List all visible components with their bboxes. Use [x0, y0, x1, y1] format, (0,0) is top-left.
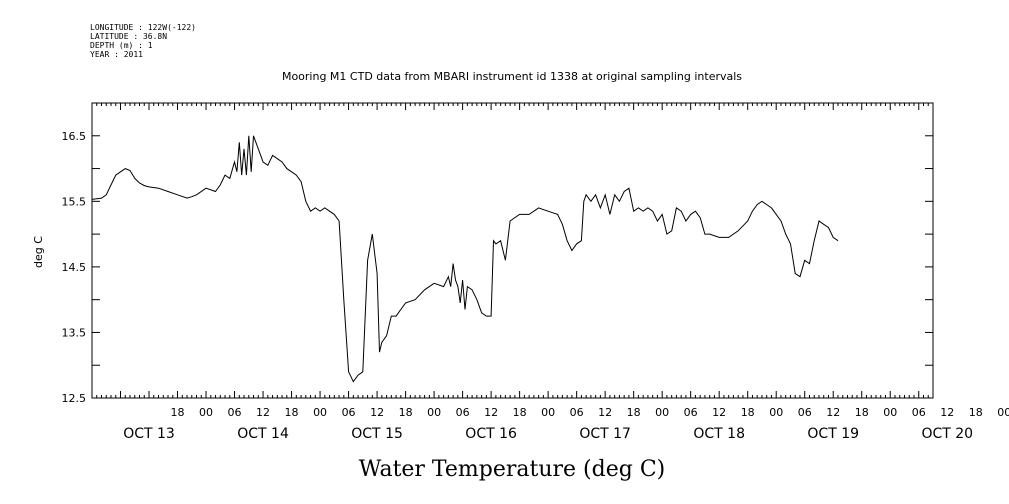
x-day-label: OCT 14: [237, 426, 289, 442]
x-tick-label: 06: [228, 406, 242, 419]
series-line: [91, 135, 839, 383]
year-label: YEAR : 2011: [90, 50, 143, 59]
y-axis-label: deg C: [32, 236, 45, 268]
y-tick-label: 15.5: [62, 195, 87, 208]
axes: 18 00 06 12 18 00 06 12 18 00 06 12 18 00 06 12 18 00 06 12…: [62, 102, 1009, 442]
x-tick-label: 18: [285, 406, 299, 419]
longitude-label: LONGITUDE : 122W(-122): [90, 23, 196, 32]
x-tick-label: 12: [256, 406, 270, 419]
y-tick-label: 12.5: [62, 392, 87, 405]
x-tick-label: 18: [741, 406, 755, 419]
x-tick-label: 06: [684, 406, 698, 419]
x-day-label: OCT 19: [807, 426, 859, 442]
x-tick-label: 18: [399, 406, 413, 419]
x-day-label: OCT 16: [465, 426, 517, 442]
x-tick-label: 00: [313, 406, 327, 419]
x-tick-label: 00: [427, 406, 441, 419]
x-tick-label: 00: [655, 406, 669, 419]
x-day-label: OCT 20: [921, 426, 973, 442]
x-tick-label: 12: [598, 406, 612, 419]
x-axis-label: Water Temperature (deg C): [359, 457, 666, 482]
x-tick-label: 18: [627, 406, 641, 419]
x-tick-label: 06: [912, 406, 926, 419]
x-tick-label: 18: [855, 406, 869, 419]
x-tick-label: 12: [940, 406, 954, 419]
y-tick-label: 16.5: [62, 130, 87, 143]
x-day-label: OCT 18: [693, 426, 745, 442]
plot-frame: [91, 102, 934, 399]
x-tick-label: 06: [342, 406, 356, 419]
chart-title: Mooring M1 CTD data from MBARI instrumen…: [282, 70, 742, 83]
x-tick-label: 06: [570, 406, 584, 419]
depth-label: DEPTH (m) : 1: [90, 41, 153, 50]
x-day-label: OCT 17: [579, 426, 631, 442]
x-tick-label: 12: [370, 406, 384, 419]
x-tick-label: 12: [484, 406, 498, 419]
x-day-label: OCT 15: [351, 426, 403, 442]
latitude-label: LATITUDE : 36.8N: [90, 32, 167, 41]
plot-area: [91, 135, 839, 383]
y-tick-label: 14.5: [62, 261, 87, 274]
x-tick-label: 06: [456, 406, 470, 419]
x-tick-label: 18: [969, 406, 983, 419]
x-day-label: OCT 13: [123, 426, 175, 442]
x-tick-label: 06: [798, 406, 812, 419]
x-tick-label: 00: [883, 406, 897, 419]
x-tick-label: 00: [541, 406, 555, 419]
x-tick-label: 00: [769, 406, 783, 419]
x-tick-label: 12: [826, 406, 840, 419]
x-tick-label: 12: [712, 406, 726, 419]
x-tick-label: 18: [513, 406, 527, 419]
y-tick-label: 13.5: [62, 326, 87, 339]
x-tick-label: 00: [997, 406, 1009, 419]
x-tick-label: 00: [199, 406, 213, 419]
x-tick-label: 18: [171, 406, 185, 419]
